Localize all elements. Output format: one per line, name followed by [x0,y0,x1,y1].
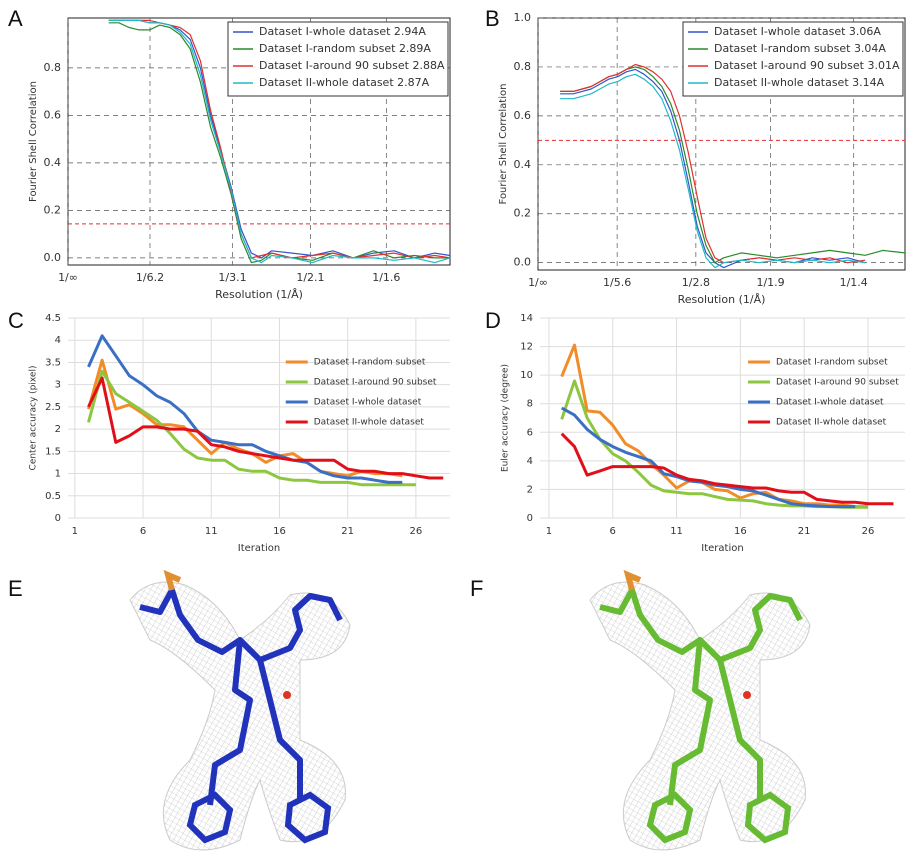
x-tick-label: 1/1.9 [756,276,784,289]
x-tick-label: 1 [72,526,78,537]
x-tick-label: 26 [862,526,875,537]
x-tick-label: 16 [734,526,747,537]
series-line [560,63,866,264]
legend-label: Dataset I-random subset 3.04A [714,42,886,55]
legend-label: Dataset I-whole dataset [776,398,884,408]
legend-label: Dataset II-whole dataset 3.14A [714,76,885,89]
series-line [560,343,868,509]
y-tick-label: 2.5 [45,402,61,413]
legend-label: Dataset I-random subset [776,358,888,368]
y-tick-label: 0.2 [514,207,532,220]
series-line [87,376,444,480]
x-tick-label: 1 [546,526,552,537]
legend-label: Dataset II-whole dataset [314,418,425,428]
x-tick-label: 1/6.2 [136,271,164,284]
panel-label: D [485,308,501,333]
y-tick-label: 1.0 [514,11,532,24]
y-tick-label: 0 [55,513,61,524]
series-line [87,369,416,487]
legend-label: Dataset II-whole dataset [776,418,887,428]
y-tick-label: 0.0 [44,251,62,264]
y-tick-label: 2 [527,484,533,495]
x-tick-label: 1/∞ [528,276,548,289]
y-tick-label: 1 [55,469,61,480]
y-tick-label: 0.4 [514,158,532,171]
series-line [87,334,403,484]
legend-label: Dataset I-around 90 subset 3.01A [714,59,900,72]
y-tick-label: 0.6 [514,109,532,122]
legend-label: Dataset I-around 90 subset [314,378,437,388]
y-tick-label: 0.8 [514,60,532,73]
y-tick-label: 0.5 [45,491,61,502]
x-axis-label: Resolution (1/Å) [215,288,303,301]
legend-label: Dataset I-whole dataset 3.06A [714,25,881,38]
series-line [108,19,451,264]
legend-box [227,21,449,97]
structure-e [129,569,351,851]
plot-frame [67,17,451,266]
y-tick-label: 14 [520,313,533,324]
legend-label: Dataset I-whole dataset [314,398,422,408]
x-axis-label: Resolution (1/Å) [678,293,766,306]
y-axis-label: Euler accuracy (degree) [501,364,511,472]
x-tick-label: 21 [798,526,811,537]
y-tick-label: 3 [55,380,61,391]
y-tick-label: 1.5 [45,446,61,457]
x-tick-label: 26 [410,526,423,537]
y-tick-label: 4 [527,456,533,467]
x-tick-label: 6 [140,526,146,537]
y-tick-label: 0.2 [44,203,62,216]
panel-label: E [8,576,23,601]
series-line [560,73,866,269]
x-tick-label: 1/2.1 [296,271,324,284]
y-tick-label: 8 [527,399,533,410]
y-tick-label: 4.5 [45,313,61,324]
y-tick-label: 6 [527,427,533,438]
y-axis-label: Fourier Shell Correlation [498,84,509,205]
x-axis-label: Iteration [238,543,280,554]
x-tick-label: 11 [205,526,218,537]
x-tick-label: 6 [610,526,616,537]
panel-label: C [8,308,24,333]
x-tick-label: 1/∞ [58,271,78,284]
x-tick-label: 1/1.4 [840,276,868,289]
legend-label: Dataset I-random subset 2.89A [259,42,431,55]
y-axis-label: Center accuracy (pixel) [29,366,39,471]
y-tick-label: 4 [55,335,61,346]
y-tick-label: 2 [55,424,61,435]
y-tick-label: 0.8 [44,61,62,74]
legend-label: Dataset I-around 90 subset [776,378,899,388]
panel-label: F [470,576,483,601]
y-tick-label: 0 [527,513,533,524]
legend-label: Dataset I-around 90 subset 2.88A [259,59,445,72]
y-tick-label: 0.6 [44,108,62,121]
x-tick-label: 1/3.1 [218,271,246,284]
series-line [560,68,866,269]
panel-label: A [8,6,23,31]
y-tick-label: 0.0 [514,256,532,269]
legend-box [682,21,904,97]
y-tick-label: 3.5 [45,357,61,368]
legend-label: Dataset II-whole dataset 2.87A [259,76,430,89]
series-line [108,22,450,264]
panel-label: B [485,6,500,31]
x-tick-label: 1/5.6 [603,276,631,289]
y-axis-label: Fourier Shell Correlation [28,81,39,202]
legend-label: Dataset I-whole dataset 2.94A [259,25,426,38]
y-tick-label: 12 [520,342,533,353]
y-tick-label: 10 [520,370,533,381]
x-axis-label: Iteration [701,543,743,554]
x-tick-label: 16 [273,526,286,537]
y-tick-label: 0.4 [44,156,62,169]
series-line [560,432,894,506]
x-tick-label: 11 [670,526,683,537]
x-tick-label: 1/2.8 [682,276,710,289]
x-tick-label: 21 [341,526,354,537]
structure-f [589,569,811,851]
x-tick-label: 1/1.6 [372,271,400,284]
legend-label: Dataset I-random subset [314,358,426,368]
